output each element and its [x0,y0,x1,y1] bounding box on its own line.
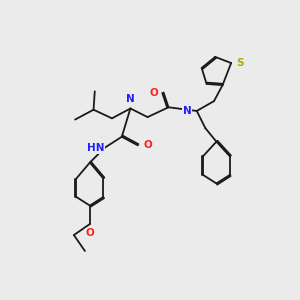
Text: O: O [85,228,94,239]
Text: O: O [149,88,158,98]
Text: HN: HN [87,143,105,153]
Text: S: S [237,58,244,68]
Text: N: N [126,94,135,104]
Text: O: O [143,140,152,150]
Text: N: N [183,106,191,116]
